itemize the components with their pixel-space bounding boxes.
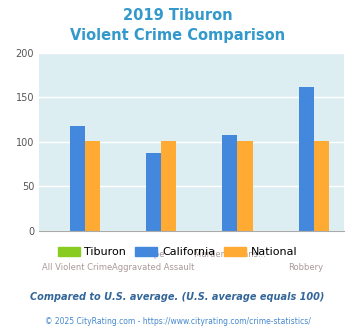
Legend: Tiburon, California, National: Tiburon, California, National bbox=[53, 242, 302, 262]
Text: © 2025 CityRating.com - https://www.cityrating.com/crime-statistics/: © 2025 CityRating.com - https://www.city… bbox=[45, 317, 310, 326]
Text: Violent Crime Comparison: Violent Crime Comparison bbox=[70, 28, 285, 43]
Text: Compared to U.S. average. (U.S. average equals 100): Compared to U.S. average. (U.S. average … bbox=[30, 292, 325, 302]
Bar bbox=[146, 153, 161, 231]
Bar bbox=[70, 126, 85, 231]
Bar bbox=[161, 141, 176, 231]
Bar bbox=[222, 135, 237, 231]
Bar bbox=[237, 141, 253, 231]
Bar bbox=[85, 141, 100, 231]
Text: Murder & Mans...: Murder & Mans... bbox=[194, 250, 266, 259]
Bar bbox=[314, 141, 329, 231]
Bar bbox=[299, 87, 314, 231]
Text: Aggravated Assault: Aggravated Assault bbox=[112, 263, 195, 272]
Text: Rape: Rape bbox=[143, 250, 164, 259]
Text: Robbery: Robbery bbox=[289, 263, 324, 272]
Text: All Violent Crime: All Violent Crime bbox=[42, 263, 112, 272]
Text: 2019 Tiburon: 2019 Tiburon bbox=[123, 8, 232, 23]
